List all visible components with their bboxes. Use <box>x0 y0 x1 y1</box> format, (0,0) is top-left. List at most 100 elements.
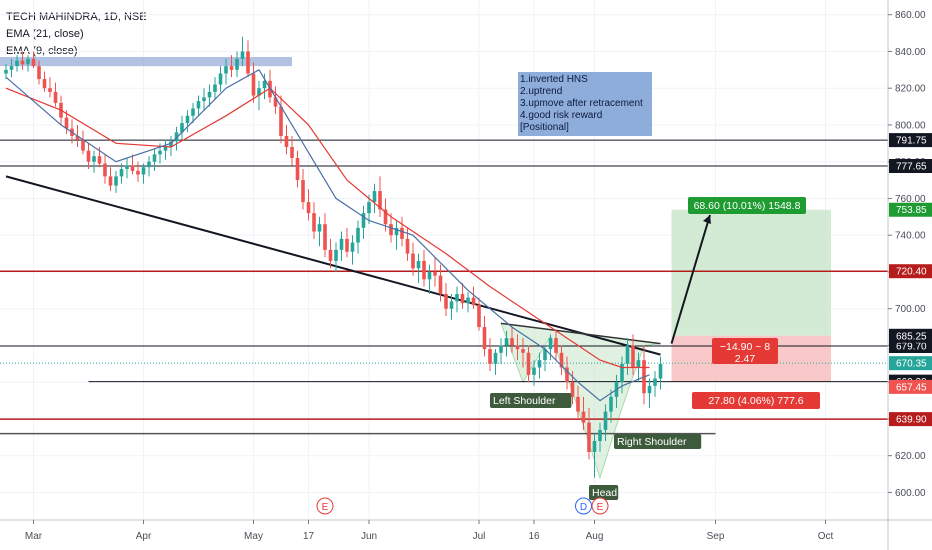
candle-body <box>312 213 316 232</box>
level-price-tag <box>889 264 932 279</box>
candle-body <box>405 238 410 254</box>
candle-body <box>554 338 558 353</box>
candle-body <box>191 108 195 116</box>
y-tick-label: 600.00 <box>895 488 926 499</box>
level-price-tag <box>889 133 932 148</box>
candle-body <box>559 352 564 368</box>
note-line: 1.inverted HNS <box>520 74 588 85</box>
candle-body <box>433 271 437 276</box>
candle-body <box>367 202 371 214</box>
price-tag <box>889 379 932 394</box>
event-marker[interactable] <box>591 497 609 515</box>
candle-body <box>108 176 113 186</box>
right-shoulder-label-bg <box>614 434 702 449</box>
candle-body <box>515 345 520 350</box>
candle-body <box>587 422 591 453</box>
candle-body <box>477 305 481 328</box>
price-tag <box>889 202 932 217</box>
event-marker-label: D <box>580 502 587 513</box>
candle-body <box>202 97 206 102</box>
y-tick-label: 800.00 <box>895 120 926 131</box>
candle-body <box>449 301 454 309</box>
level-price-tag-label: 720.40 <box>896 267 927 278</box>
note-line: 2.uptrend <box>520 86 562 97</box>
candle-body <box>42 79 47 89</box>
candle-body <box>37 66 41 80</box>
candle-body <box>647 385 652 394</box>
chart-title: TECH MAHINDRA, 1D, NSE <box>6 11 147 23</box>
candle-body <box>185 115 190 124</box>
candle-body <box>152 154 157 162</box>
candle-body <box>273 97 278 107</box>
note-box <box>518 72 652 136</box>
loss-label: 27.80 (4.06%) 777.6 <box>708 395 803 407</box>
head-label: Head <box>592 487 617 499</box>
y-tick-label: 700.00 <box>895 304 926 315</box>
target-label-bg <box>688 197 806 214</box>
candle-body <box>482 327 487 350</box>
candle-body <box>240 51 245 59</box>
y-tick-label: 820.00 <box>895 84 926 95</box>
event-marker-label: E <box>322 502 329 513</box>
stop-label: 2.47 <box>735 353 756 365</box>
candle-body <box>75 135 80 140</box>
x-tick-label: Aug <box>586 531 604 542</box>
candle-body <box>114 176 118 186</box>
candle-body <box>658 363 663 379</box>
candle-body <box>653 378 657 386</box>
candle-body <box>570 382 575 397</box>
candle-body <box>334 249 338 261</box>
candle-body <box>339 238 344 250</box>
candle-body <box>136 170 140 175</box>
x-tick-label: 16 <box>528 531 540 542</box>
candle-body <box>389 224 393 236</box>
candle-body <box>422 260 426 280</box>
candle-body <box>493 352 498 364</box>
candle-body <box>576 396 580 412</box>
note-line: 4.good risk reward <box>520 110 602 121</box>
head-label-bg <box>589 485 619 500</box>
candle-body <box>279 106 283 136</box>
candle-body <box>537 360 542 368</box>
candle-body <box>625 345 630 364</box>
price-tag <box>889 356 932 371</box>
x-tick-label: Mar <box>25 531 43 542</box>
x-tick-label: 17 <box>303 531 315 542</box>
candle-body <box>636 360 641 368</box>
stop-label-bg <box>712 338 778 364</box>
candle-body <box>163 146 168 151</box>
x-tick-label: Apr <box>136 531 152 542</box>
candle-body <box>510 338 514 346</box>
note-line: [Positional] <box>520 122 569 133</box>
y-tick-label: 740.00 <box>895 231 926 242</box>
target-label: 68.60 (10.01%) 1548.8 <box>694 200 801 212</box>
candle-body <box>603 411 608 430</box>
candle-body <box>9 66 14 70</box>
candle-body <box>455 293 459 302</box>
candle-body <box>196 101 201 109</box>
event-marker[interactable] <box>316 497 334 515</box>
candle-body <box>169 141 173 147</box>
left-shoulder-label: Left Shoulder <box>493 395 556 407</box>
arrow-head <box>703 214 711 224</box>
candle-body <box>246 51 250 74</box>
target-arrow <box>670 214 711 344</box>
price-tag <box>889 328 932 343</box>
candle-body <box>543 349 547 361</box>
candle-body <box>20 60 25 65</box>
candle-body <box>15 60 19 67</box>
candle-body <box>383 209 388 225</box>
candle-body <box>284 135 289 147</box>
candle-body <box>64 117 69 129</box>
event-marker-label: E <box>597 502 604 513</box>
candle-body <box>251 73 256 96</box>
candle-body <box>504 338 509 346</box>
candle-body <box>620 363 624 383</box>
candle-body <box>174 132 179 142</box>
candle-body <box>548 338 553 350</box>
price-tag-label: 657.45 <box>896 382 927 393</box>
candle-body <box>4 69 8 74</box>
y-tick-label: 840.00 <box>895 47 926 58</box>
resistance-band <box>0 56 292 67</box>
